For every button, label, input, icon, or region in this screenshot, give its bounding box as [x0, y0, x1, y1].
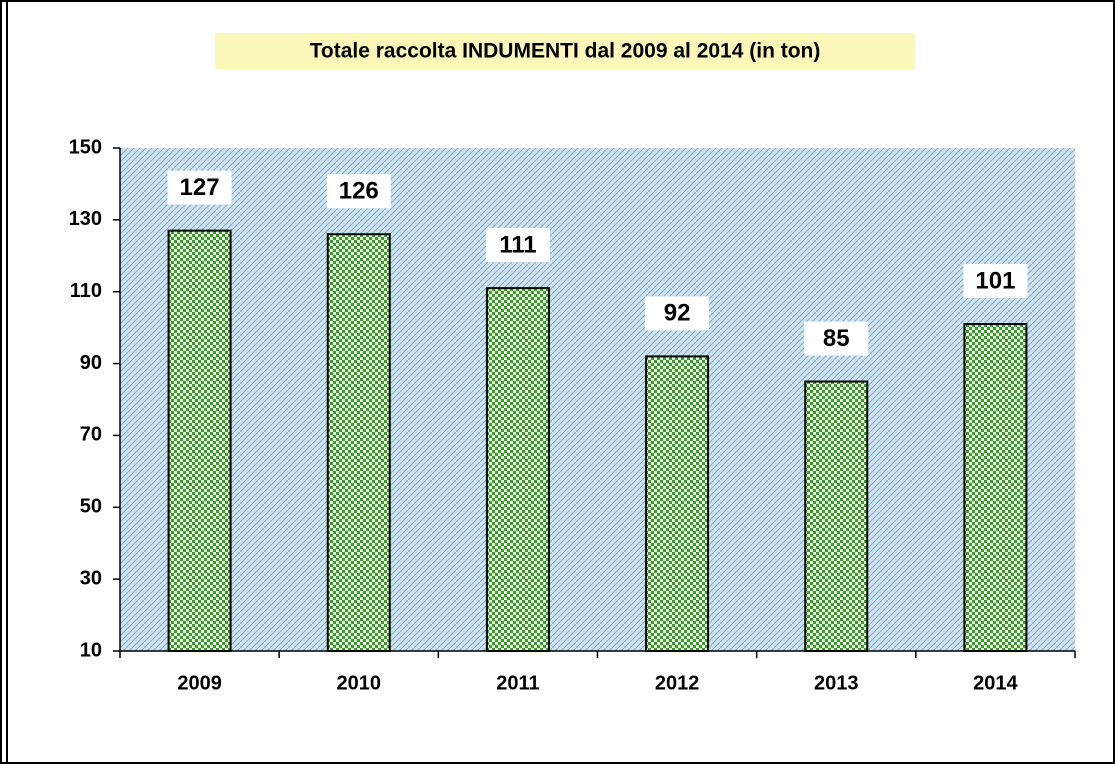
value-label: 85 — [823, 325, 850, 352]
x-tick-label: 2009 — [177, 672, 222, 694]
y-tick-label: 30 — [80, 567, 102, 589]
x-tick-label: 2010 — [337, 672, 382, 694]
bar — [326, 233, 391, 652]
x-tick-label: 2014 — [973, 672, 1018, 694]
value-label-box — [804, 321, 869, 356]
value-label: 126 — [339, 178, 379, 205]
value-label-box — [485, 228, 550, 263]
bar — [963, 323, 1028, 652]
bar — [645, 355, 710, 652]
y-tick-label: 150 — [69, 136, 102, 158]
bar — [485, 287, 550, 652]
value-label-box — [167, 170, 232, 205]
x-tick-label: 2011 — [496, 672, 539, 694]
title-box — [215, 33, 915, 69]
x-tick-label: 2013 — [814, 672, 859, 694]
y-tick-label: 130 — [69, 208, 102, 230]
value-label-box — [963, 264, 1028, 299]
value-label: 92 — [664, 300, 691, 327]
y-tick-label: 10 — [80, 639, 102, 661]
bar — [804, 380, 869, 652]
chart-title: Totale raccolta INDUMENTI dal 2009 al 20… — [310, 40, 821, 63]
value-label-box — [645, 296, 710, 331]
y-tick-label: 50 — [80, 496, 102, 518]
y-tick-label: 110 — [70, 280, 102, 302]
value-label: 127 — [180, 174, 220, 201]
value-label-box — [326, 174, 391, 209]
value-label: 111 — [499, 231, 536, 258]
value-label: 101 — [975, 267, 1015, 294]
x-tick-label: 2012 — [655, 672, 700, 694]
bar — [167, 229, 232, 652]
y-tick-label: 70 — [80, 424, 102, 446]
y-tick-label: 90 — [80, 352, 102, 374]
plot-area — [120, 148, 1075, 651]
